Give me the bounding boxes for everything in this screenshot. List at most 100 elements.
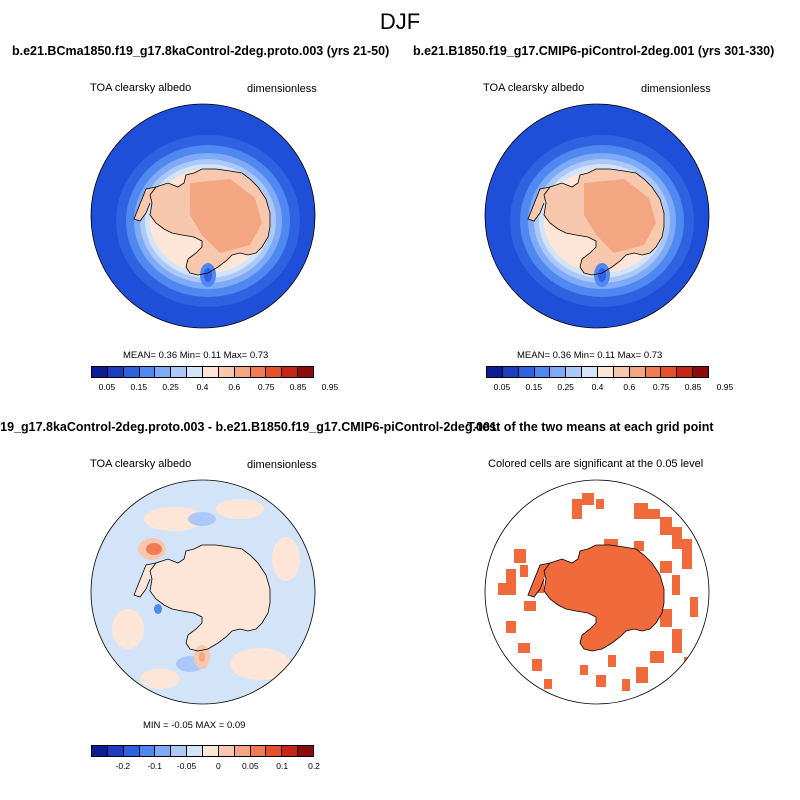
colorbar-swatch bbox=[613, 367, 630, 377]
colorbar-tick-label: -0.05 bbox=[176, 761, 197, 771]
diff-patch-4 bbox=[230, 648, 290, 680]
panel-c-units-label: dimensionless bbox=[247, 459, 317, 471]
colorbar-tick-label: 0.05 bbox=[98, 382, 116, 392]
significant-cell-5 bbox=[660, 517, 672, 535]
colorbar-swatch bbox=[92, 746, 108, 756]
colorbar-tick-label: 0.2 bbox=[308, 761, 320, 771]
colorbar-swatch bbox=[518, 367, 535, 377]
significant-cell-22 bbox=[636, 667, 648, 683]
significant-cell-13 bbox=[506, 569, 516, 595]
significant-cell-1 bbox=[582, 493, 594, 505]
significant-cell-14 bbox=[498, 583, 508, 595]
significant-ice bbox=[544, 545, 664, 651]
significant-cell-32 bbox=[684, 657, 692, 671]
peninsula-coastline bbox=[527, 186, 551, 222]
colorbar-swatch bbox=[298, 367, 314, 377]
ice-sheet bbox=[150, 545, 270, 651]
significant-cell-10 bbox=[660, 561, 672, 573]
colorbar-swatch bbox=[502, 367, 519, 377]
colorbar-tick-label: 0.15 bbox=[525, 382, 543, 392]
diff-cold-spot bbox=[154, 604, 162, 614]
colorbar-swatch bbox=[266, 746, 283, 756]
colorbar-swatch bbox=[123, 367, 140, 377]
diff-patch-6 bbox=[188, 512, 216, 526]
diff-hotspot-b-core bbox=[199, 652, 205, 662]
diff-hotspot-a-core bbox=[146, 543, 162, 555]
significant-cell-29 bbox=[506, 621, 516, 633]
panel-c-title: f19_g17.8kaControl-2deg.proto.003 - b.e2… bbox=[0, 420, 497, 434]
panel-b-map bbox=[484, 103, 710, 329]
colorbar-swatch bbox=[629, 367, 646, 377]
significant-cell-15 bbox=[520, 565, 528, 577]
significant-cell-6 bbox=[672, 527, 682, 549]
diff-patch-3 bbox=[112, 609, 144, 649]
panel-a-units-label: dimensionless bbox=[247, 83, 317, 95]
coastline bbox=[543, 544, 665, 652]
colorbar-swatch bbox=[107, 367, 124, 377]
panel-b-variable-label: TOA clearsky albedo bbox=[483, 82, 585, 94]
colorbar-tick-label: 0.85 bbox=[289, 382, 307, 392]
panel-c-map bbox=[90, 479, 316, 705]
colorbar-swatch bbox=[218, 367, 235, 377]
significant-cell-31 bbox=[690, 597, 698, 617]
panel-b-stats: MEAN= 0.36 Min= 0.11 Max= 0.73 bbox=[517, 350, 663, 361]
panel-a-map bbox=[90, 103, 316, 329]
map-border bbox=[484, 479, 710, 705]
significant-cell-30 bbox=[544, 679, 552, 689]
colorbar-swatch bbox=[693, 367, 709, 377]
plateau-high-albedo bbox=[584, 179, 656, 253]
panel-b-colorbar bbox=[486, 366, 709, 378]
colorbar-tick-label: 0.25 bbox=[162, 382, 179, 392]
colorbar-tick-label: -0.2 bbox=[115, 761, 131, 771]
significant-cell-20 bbox=[672, 629, 682, 653]
colorbar-swatch bbox=[139, 367, 156, 377]
colorbar-swatch bbox=[123, 746, 140, 756]
colorbar-tick-label: 0.25 bbox=[557, 382, 574, 392]
diff-patch-2 bbox=[272, 537, 300, 581]
map-fill bbox=[91, 480, 315, 704]
colorbar-swatch bbox=[598, 367, 614, 377]
panel-d-map bbox=[484, 479, 710, 705]
diff-patch-5 bbox=[140, 669, 180, 689]
colorbar-swatch bbox=[250, 746, 267, 756]
significant-cell-16 bbox=[524, 601, 536, 611]
diff-patch-1 bbox=[216, 499, 264, 519]
significant-cell-23 bbox=[622, 679, 630, 691]
significant-cell-12 bbox=[514, 549, 526, 563]
colorbar-tick-label: 0 bbox=[216, 761, 221, 771]
peninsula-coastline bbox=[133, 562, 157, 598]
colorbar-swatch bbox=[155, 746, 172, 756]
colorbar-swatch bbox=[171, 746, 188, 756]
colorbar-swatch bbox=[661, 367, 678, 377]
significant-cell-26 bbox=[580, 665, 588, 675]
figure-title: DJF bbox=[379, 9, 421, 34]
panel-a-title: b.e21.BCma1850.f19_g17.8kaControl-2deg.p… bbox=[12, 44, 390, 58]
colorbar-swatch bbox=[234, 746, 251, 756]
significant-cell-19 bbox=[660, 609, 672, 627]
significant-cell-3 bbox=[634, 503, 648, 519]
colorbar-swatch bbox=[550, 367, 567, 377]
colorbar-tick-label: 0.05 bbox=[242, 761, 259, 771]
significant-cell-9 bbox=[634, 541, 644, 551]
colorbar-swatch bbox=[282, 746, 299, 756]
colorbar-swatch bbox=[171, 367, 188, 377]
colorbar-tick-label: 0.6 bbox=[623, 382, 636, 392]
significant-cell-11 bbox=[672, 575, 680, 595]
colorbar-tick-label: 0.75 bbox=[257, 382, 275, 392]
colorbar-tick-label: 0.4 bbox=[196, 382, 209, 392]
panel-d-note: Colored cells are significant at the 0.0… bbox=[488, 458, 704, 470]
peninsula-coastline bbox=[527, 562, 551, 598]
ross-sea-core bbox=[598, 268, 606, 282]
colorbar-swatch bbox=[139, 746, 156, 756]
colorbar-tick-label: 0.85 bbox=[684, 382, 702, 392]
colorbar-swatch bbox=[582, 367, 599, 377]
panel-d-title: T-test of the two means at each grid poi… bbox=[467, 420, 714, 434]
colorbar-tick-label: 0.95 bbox=[716, 382, 734, 392]
colorbar-swatch bbox=[155, 367, 172, 377]
colorbar-swatch bbox=[534, 367, 551, 377]
colorbar-tick-label: 0.05 bbox=[493, 382, 511, 392]
colorbar-tick-label: 0.6 bbox=[228, 382, 241, 392]
panel-c-colorbar bbox=[91, 745, 314, 757]
panel-c-variable-label: TOA clearsky albedo bbox=[90, 458, 192, 470]
panel-b-units-label: dimensionless bbox=[641, 83, 711, 95]
